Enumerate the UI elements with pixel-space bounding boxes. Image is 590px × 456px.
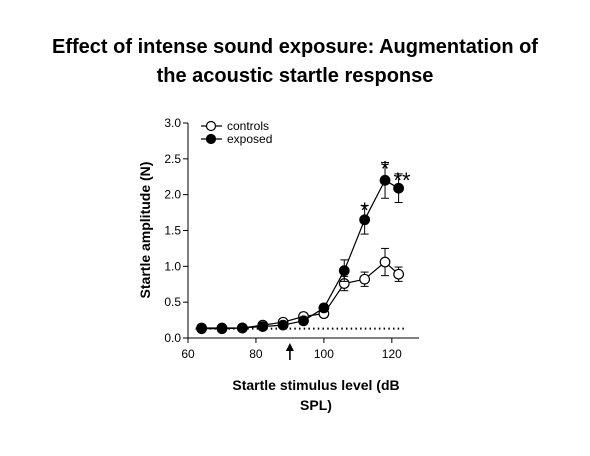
legend-marker-exposed (205, 133, 217, 145)
data-point-exposed (277, 319, 289, 331)
data-point-exposed (196, 323, 207, 335)
data-point-exposed (393, 182, 405, 194)
x-tick-label: 60 (181, 347, 195, 361)
y-axis-title: Startle amplitude (N) (137, 162, 153, 299)
chart-title-line-2: the acoustic startle response (156, 65, 434, 87)
data-point-exposed (216, 323, 228, 335)
data-point-exposed (236, 322, 248, 334)
y-tick-label: 1.5 (164, 224, 181, 238)
x-tick-label: 100 (314, 347, 334, 361)
annotation-layer: ** ** (360, 156, 411, 223)
data-point-exposed (318, 302, 330, 314)
arrow-head (285, 343, 294, 351)
data-point-exposed (338, 265, 350, 277)
y-tick-label: 2.5 (164, 152, 181, 166)
legend-marker-controls (205, 120, 217, 132)
baseline-layer (195, 327, 406, 360)
data-point-controls (379, 256, 391, 268)
series-line-exposed (201, 179, 399, 330)
y-tick-label: 0.5 (164, 295, 181, 309)
x-tick-label: 80 (249, 347, 263, 361)
chart-title: Effect of intense sound exposure: Augmen… (0, 33, 590, 91)
data-point-exposed (359, 214, 371, 226)
legend-label-controls: controls (227, 119, 269, 133)
data-point-exposed (298, 315, 309, 327)
series-layer (196, 161, 405, 335)
series-exposed (196, 161, 405, 335)
data-point-exposed (257, 321, 269, 332)
x-axis-title-line-2: SPL) (300, 397, 332, 413)
y-tick-label: 1.0 (164, 259, 181, 273)
x-tick-label: 120 (382, 347, 402, 361)
chart-axes: 0.0 0.5 1.0 1.5 2.0 2.5 3.0 60 80 100 120 (164, 116, 419, 361)
legend-label-exposed: exposed (227, 132, 272, 146)
significance-marker: ** (393, 168, 411, 193)
y-tick-label: 0.0 (164, 331, 181, 345)
y-tick-label: 2.0 (164, 188, 181, 202)
chart-title-line-1: Effect of intense sound exposure: Augmen… (52, 36, 538, 58)
x-axis-title-line-1: Startle stimulus level (dB (232, 377, 399, 393)
data-point-controls (359, 273, 371, 285)
significance-marker: * (360, 198, 369, 223)
data-point-controls (393, 268, 405, 280)
data-point-exposed (379, 174, 391, 186)
significance-marker: * (381, 156, 390, 181)
y-tick-label: 3.0 (164, 116, 181, 130)
